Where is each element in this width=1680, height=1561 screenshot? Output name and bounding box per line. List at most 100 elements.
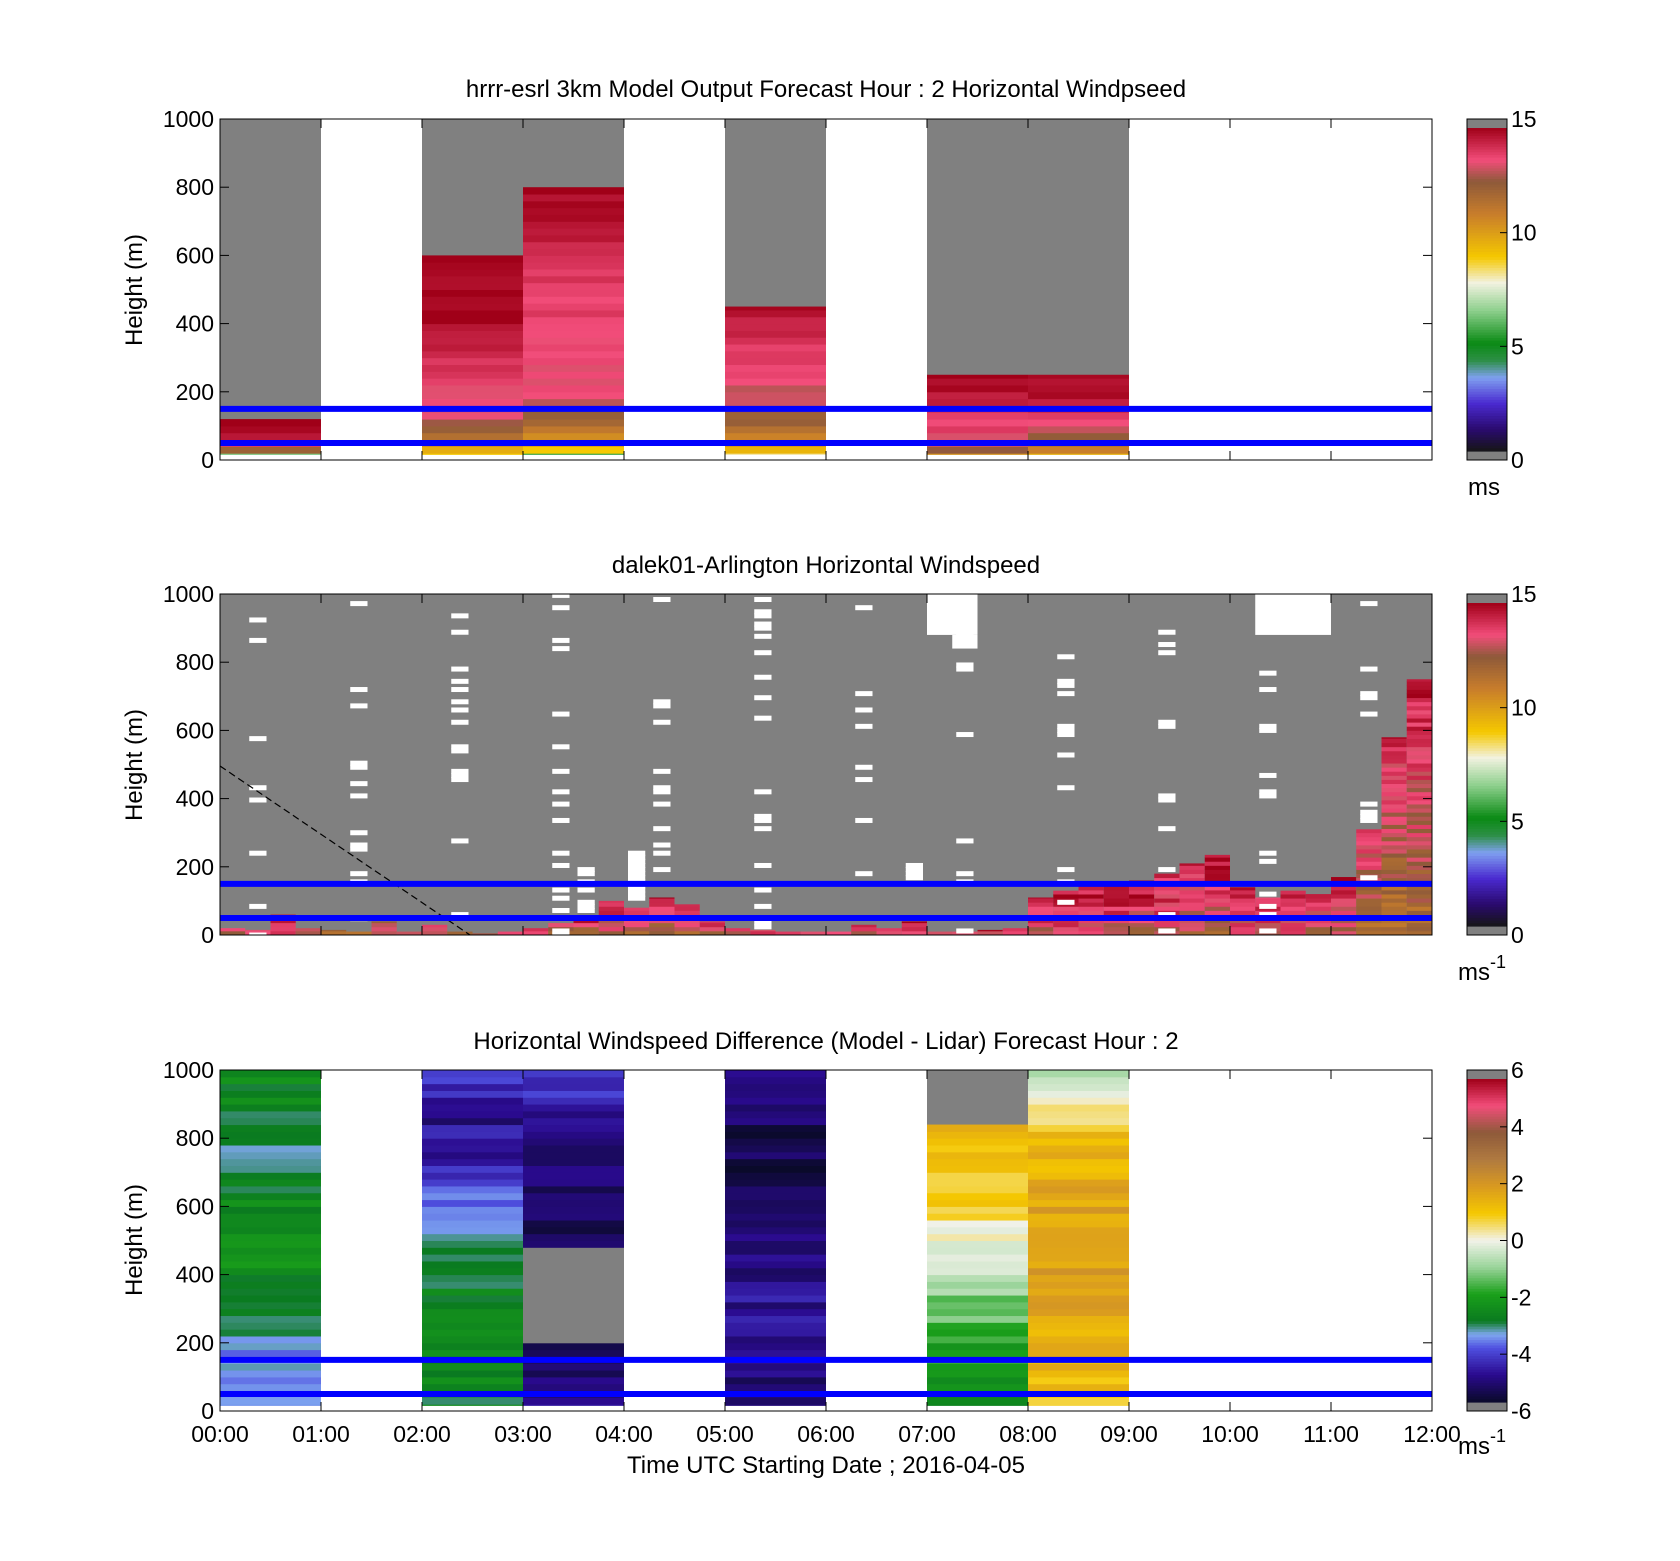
lidar-guide-lines <box>220 880 1432 921</box>
lidar-panel-title: dalek01-Arlington Horizontal Windspeed <box>612 552 1040 579</box>
heatmap-cell <box>523 1370 624 1378</box>
colorbar-step <box>1467 1089 1507 1094</box>
heatmap-cell <box>1230 887 1256 891</box>
heatmap-cell <box>1609 755 1634 759</box>
colorbar-step <box>1467 627 1507 631</box>
heatmap-cell <box>1406 910 1432 915</box>
model-panel-ylabel: Height (m) <box>121 234 148 346</box>
heatmap-cell <box>1508 870 1533 874</box>
heatmap-cell <box>1406 754 1432 760</box>
heatmap-cell <box>1634 657 1659 661</box>
heatmap-cell <box>1558 931 1583 935</box>
no-return-gap <box>249 903 267 909</box>
colorbar-step <box>1467 434 1507 439</box>
heatmap-cell <box>1406 799 1432 805</box>
heatmap-cell <box>1508 767 1533 771</box>
heatmap-cell <box>1533 812 1558 816</box>
heatmap-cell <box>1381 922 1407 928</box>
colorbar-step <box>1467 1283 1507 1287</box>
heatmap-cell <box>1634 739 1659 743</box>
heatmap-cell <box>422 1260 523 1269</box>
heatmap-cell <box>1406 906 1432 911</box>
heatmap-cell <box>725 1110 826 1119</box>
heatmap-cell <box>1533 886 1558 890</box>
heatmap-cell <box>1053 922 1079 928</box>
heatmap-cell <box>725 1158 826 1166</box>
no-return-gap <box>552 789 570 795</box>
heatmap-cell <box>1028 1397 1129 1405</box>
heatmap-cell <box>1406 791 1432 797</box>
colorbar-step <box>1467 1348 1507 1352</box>
heatmap-cell <box>1406 877 1432 883</box>
colorbar-step <box>1467 249 1507 253</box>
colorbar-step <box>1467 254 1507 258</box>
heatmap-cell <box>422 1199 523 1207</box>
heatmap-cell <box>1609 620 1634 624</box>
heatmap-cell <box>1533 927 1558 931</box>
heatmap-cell <box>1659 681 1680 685</box>
heatmap-cell <box>1103 922 1129 928</box>
y-tick-label: 800 <box>176 174 214 200</box>
heatmap-cell <box>1584 870 1609 874</box>
colorbar-step <box>1467 232 1507 237</box>
colorbar-step <box>1467 265 1507 269</box>
heatmap-cell <box>523 187 624 195</box>
heatmap-cell <box>1584 616 1609 620</box>
heatmap-cell <box>1659 804 1680 808</box>
heatmap-cell <box>422 1104 523 1112</box>
colorbar-missing-swatch <box>1467 594 1507 603</box>
heatmap-cell <box>1305 930 1331 935</box>
heatmap-cell <box>725 306 826 311</box>
heatmap-cell <box>220 1165 321 1173</box>
colorbar-tick-label: 10 <box>1511 695 1537 721</box>
heatmap-cell <box>649 906 675 911</box>
heatmap-cell <box>1381 808 1407 813</box>
heatmap-cell <box>624 926 650 932</box>
heatmap-cell <box>523 262 624 270</box>
heatmap-cell <box>674 930 700 935</box>
lidar-x-ticks <box>219 594 1433 935</box>
heatmap-cell <box>1230 894 1256 899</box>
heatmap-cell <box>422 316 523 325</box>
no-return-gap <box>350 703 368 709</box>
colorbar-step <box>1467 853 1507 857</box>
heatmap-cell <box>422 337 523 345</box>
heatmap-cell <box>1508 730 1533 734</box>
no-return-gap <box>350 830 368 836</box>
no-return-gap <box>653 850 671 856</box>
colorbar-step <box>1467 332 1507 336</box>
heatmap-cell <box>1381 930 1407 935</box>
no-return-gap <box>653 768 671 774</box>
heatmap-cell <box>1584 718 1609 722</box>
heatmap-cell <box>523 1179 624 1187</box>
colorbar-step <box>1467 651 1507 655</box>
colorbar-step <box>1467 405 1507 409</box>
heatmap-cell <box>1508 677 1533 681</box>
colorbar-step <box>1467 351 1507 355</box>
colorbar-missing-swatch <box>1467 1402 1507 1411</box>
heatmap-cell <box>1028 898 1054 903</box>
no-return-gap <box>1562 879 1579 884</box>
heatmap-cell <box>1381 840 1407 846</box>
heatmap-cell <box>220 1117 321 1126</box>
no-return-gap <box>1663 597 1680 602</box>
colorbar-step <box>1467 869 1507 873</box>
heatmap-cell <box>1230 926 1256 932</box>
colorbar-step <box>1467 907 1507 911</box>
colorbar-step <box>1467 1148 1507 1153</box>
colorbar-step <box>1467 224 1507 229</box>
surface-band <box>927 1405 1028 1411</box>
no-return-gap <box>552 594 570 598</box>
colorbar-step <box>1467 815 1507 819</box>
colorbar-step <box>1467 1097 1507 1102</box>
heatmap-cell <box>1659 796 1680 800</box>
heatmap-cell <box>1533 649 1558 653</box>
heatmap-cell <box>1028 1185 1129 1194</box>
heatmap-cell <box>1558 604 1583 608</box>
heatmap-cell <box>346 931 372 935</box>
no-return-gap <box>451 744 469 750</box>
colorbar-step <box>1467 1385 1507 1390</box>
heatmap-cell <box>523 1090 624 1098</box>
colorbar-step <box>1467 826 1507 830</box>
heatmap-cell <box>1028 1295 1129 1303</box>
